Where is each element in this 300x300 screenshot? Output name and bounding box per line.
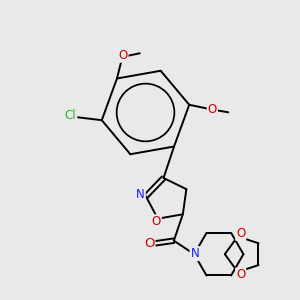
Text: O: O: [152, 215, 161, 228]
Text: Cl: Cl: [65, 109, 76, 122]
Text: O: O: [208, 103, 217, 116]
Text: O: O: [236, 227, 245, 240]
Text: N: N: [136, 188, 145, 201]
Text: N: N: [190, 247, 199, 260]
Text: O: O: [118, 49, 128, 62]
Text: O: O: [236, 268, 245, 281]
Text: O: O: [144, 237, 154, 250]
